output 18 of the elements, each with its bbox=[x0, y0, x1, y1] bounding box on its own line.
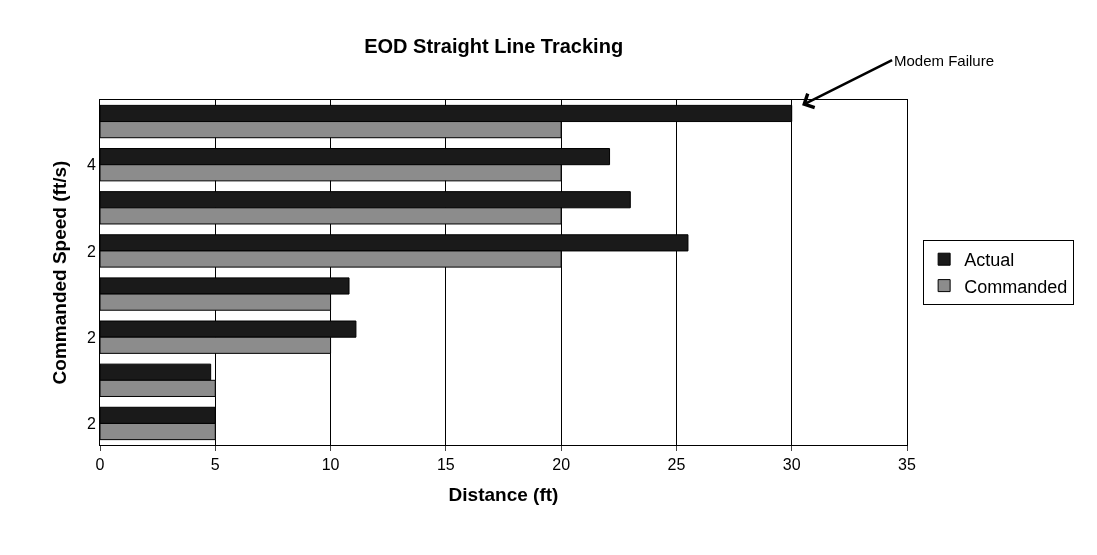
x-tick-label: 20 bbox=[552, 456, 571, 474]
legend-label: Commanded bbox=[964, 276, 1068, 297]
y-axis-title: Commanded Speed (ft/s) bbox=[48, 160, 70, 385]
chart-title: EOD Straight Line Tracking bbox=[364, 34, 624, 57]
y-tick-label: 4 bbox=[86, 156, 96, 174]
x-tick-label: 30 bbox=[782, 456, 801, 474]
y-tick-label: 2 bbox=[86, 328, 96, 346]
x-tick-label: 0 bbox=[95, 456, 105, 474]
x-tick-label: 35 bbox=[898, 456, 916, 474]
x-tick-label: 5 bbox=[210, 456, 220, 474]
legend-label: Actual bbox=[964, 250, 1015, 271]
y-tick-label: 2 bbox=[86, 242, 96, 260]
text: Modem Failure bbox=[894, 52, 995, 69]
x-tick-label: 10 bbox=[321, 456, 340, 474]
x-tick-label: 25 bbox=[667, 456, 686, 474]
x-axis-title: Distance (ft) bbox=[448, 484, 559, 505]
y-tick-label: 2 bbox=[86, 415, 96, 433]
x-tick-label: 15 bbox=[436, 456, 455, 474]
